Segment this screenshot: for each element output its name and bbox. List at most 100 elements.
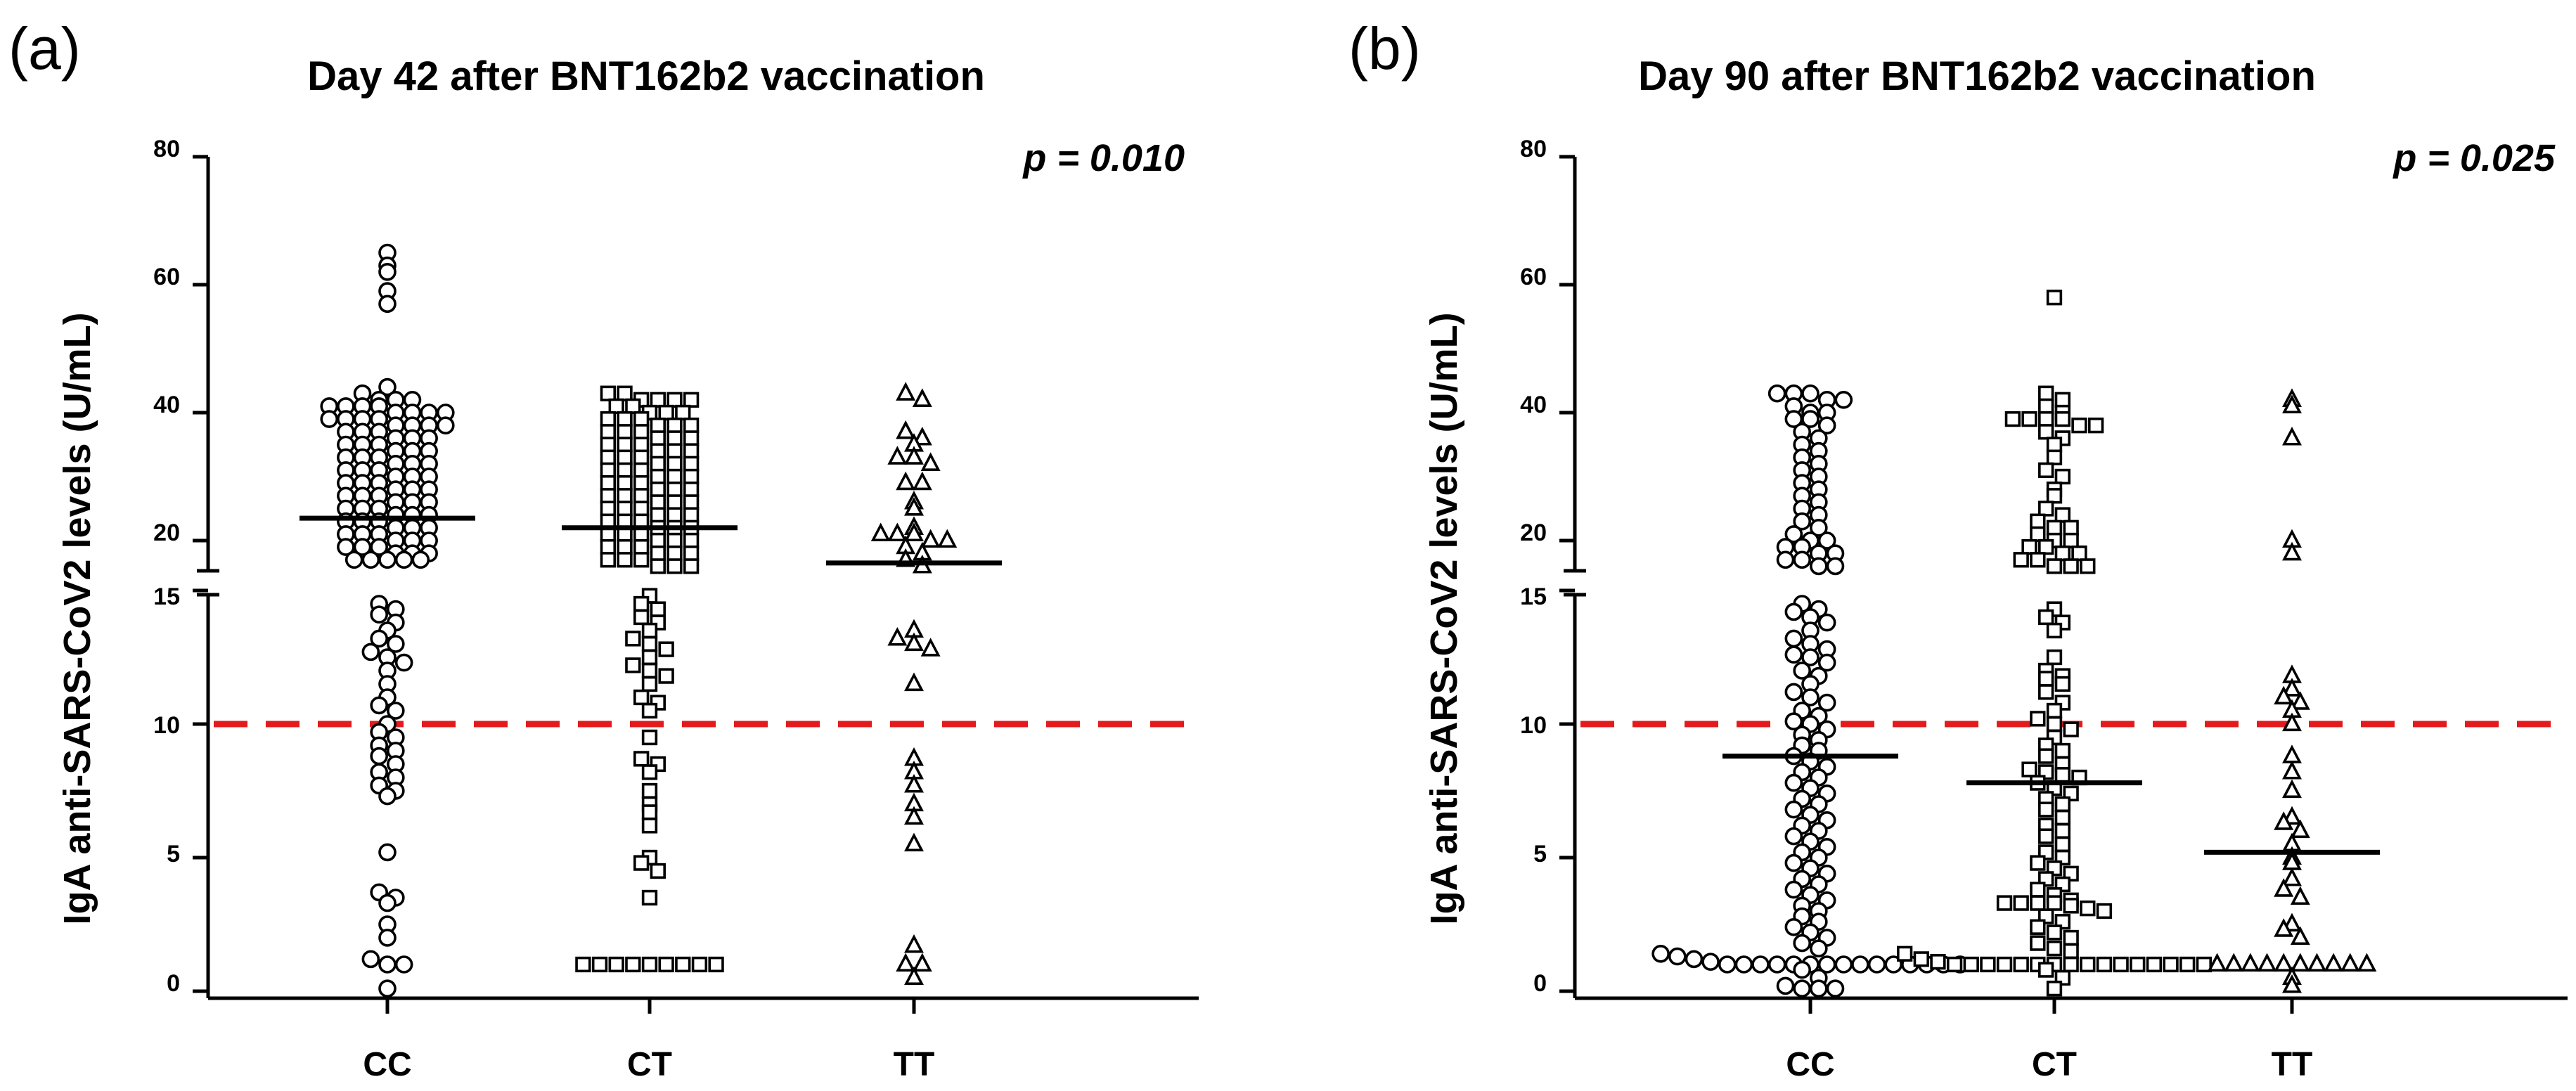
data-point-ct (2054, 411, 2071, 427)
data-point-cc (1767, 955, 1786, 974)
data-point-cc (1817, 693, 1836, 712)
data-point-tt (2282, 912, 2302, 932)
data-point-ct (633, 609, 650, 626)
data-point-tt (896, 420, 916, 439)
data-point-ct (641, 889, 658, 906)
data-point-tt (2282, 678, 2302, 697)
data-point-ct (2063, 532, 2079, 549)
data-point-ct (2038, 684, 2054, 700)
data-point-ct (2030, 919, 2046, 935)
data-point-cc (378, 550, 397, 569)
data-point-cc (1793, 661, 1811, 680)
data-point-cc (1817, 653, 1836, 672)
data-point-ct (1963, 956, 1979, 973)
data-point-ct (666, 418, 683, 434)
data-point-ct (633, 855, 650, 871)
data-point-ct (691, 956, 708, 973)
data-point-ct (633, 424, 650, 440)
data-point-tt (2282, 744, 2302, 763)
data-point-ct (2038, 385, 2054, 401)
data-point-ct (650, 546, 666, 562)
y-tick-label: 80 (1520, 136, 1547, 162)
data-point-ct (2113, 956, 2129, 973)
data-point-cc (370, 696, 388, 715)
y-tick-label: 60 (153, 264, 180, 290)
data-point-tt (2224, 953, 2244, 972)
data-point-ct (2063, 558, 2079, 574)
data-point-ct (2013, 895, 2029, 911)
data-point-ct (650, 863, 666, 879)
data-point-tt (912, 388, 932, 407)
data-point-cc (1776, 976, 1795, 995)
data-point-ct (683, 558, 700, 574)
data-point-cc (394, 955, 413, 974)
data-point-tt (2282, 867, 2302, 886)
data-point-tt (2274, 878, 2294, 897)
data-point-ct (683, 430, 700, 446)
data-point-ct (2021, 538, 2037, 555)
data-point-ct (2038, 398, 2054, 415)
data-point-cc (1810, 979, 1828, 998)
data-point-cc (1776, 550, 1795, 569)
data-point-ct (633, 751, 650, 767)
data-point-cc (387, 702, 405, 720)
data-point-ct (2054, 822, 2071, 839)
data-point-ct (658, 668, 674, 684)
data-point-ct (625, 956, 641, 973)
data-point-tt (2290, 691, 2310, 710)
y-tick-label: 20 (153, 519, 180, 546)
data-point-ct (2046, 449, 2063, 465)
data-point-ct (608, 398, 624, 415)
data-point-ct (675, 404, 691, 421)
data-point-cc (1793, 512, 1811, 531)
data-point-ct (666, 482, 683, 498)
data-point-tt (912, 953, 932, 972)
data-point-ct (2054, 546, 2071, 562)
data-point-ct (633, 501, 650, 517)
data-point-ct (600, 449, 617, 465)
data-point-tt (920, 452, 941, 471)
data-point-ct (683, 532, 700, 549)
y-tick-label: 10 (1520, 712, 1547, 739)
data-point-ct (2080, 900, 2096, 917)
data-point-cc (378, 955, 397, 974)
data-point-ct (2038, 462, 2054, 479)
p-value: p = 0.025 (2392, 137, 2556, 179)
y-tick-label: 20 (1520, 519, 1547, 546)
data-point-ct (1996, 956, 2013, 973)
panel-label: (a) (8, 15, 81, 82)
data-point-ct (2030, 855, 2046, 871)
p-value: p = 0.010 (1022, 137, 1185, 179)
data-point-cc (361, 550, 380, 569)
y-tick-label: 80 (153, 136, 180, 162)
data-point-ct (658, 956, 674, 973)
data-point-ct (1897, 945, 1913, 962)
data-point-ct (2054, 767, 2071, 783)
data-point-ct (2046, 981, 2063, 997)
data-point-ct (600, 437, 617, 453)
data-point-ct (2030, 882, 2046, 898)
data-point-cc (1801, 410, 1820, 428)
y-axis-label: IgA anti-SARS-CoV2 levels (U/mL) (56, 312, 98, 924)
y-tick-label: 5 (1533, 841, 1547, 867)
data-point-tt (937, 529, 958, 548)
data-point-cc (436, 416, 455, 435)
data-point-ct (625, 398, 641, 415)
data-point-ct (2046, 649, 2063, 666)
data-point-ct (617, 501, 633, 517)
data-point-ct (641, 956, 658, 973)
data-point-ct (666, 443, 683, 459)
chart-title: Day 42 after BNT162b2 vaccination (307, 53, 985, 99)
data-point-tt (2282, 779, 2302, 799)
data-point-ct (633, 449, 650, 465)
data-point-ct (683, 482, 700, 498)
data-point-ct (2046, 622, 2063, 639)
data-point-tt (904, 497, 924, 516)
data-point-cc (1784, 880, 1803, 899)
data-point-ct (2038, 609, 2054, 626)
data-point-ct (641, 782, 658, 799)
data-point-ct (2046, 488, 2063, 504)
y-tick-label: 5 (167, 841, 180, 867)
data-point-ct (2063, 721, 2079, 737)
data-point-tt (2282, 760, 2302, 780)
